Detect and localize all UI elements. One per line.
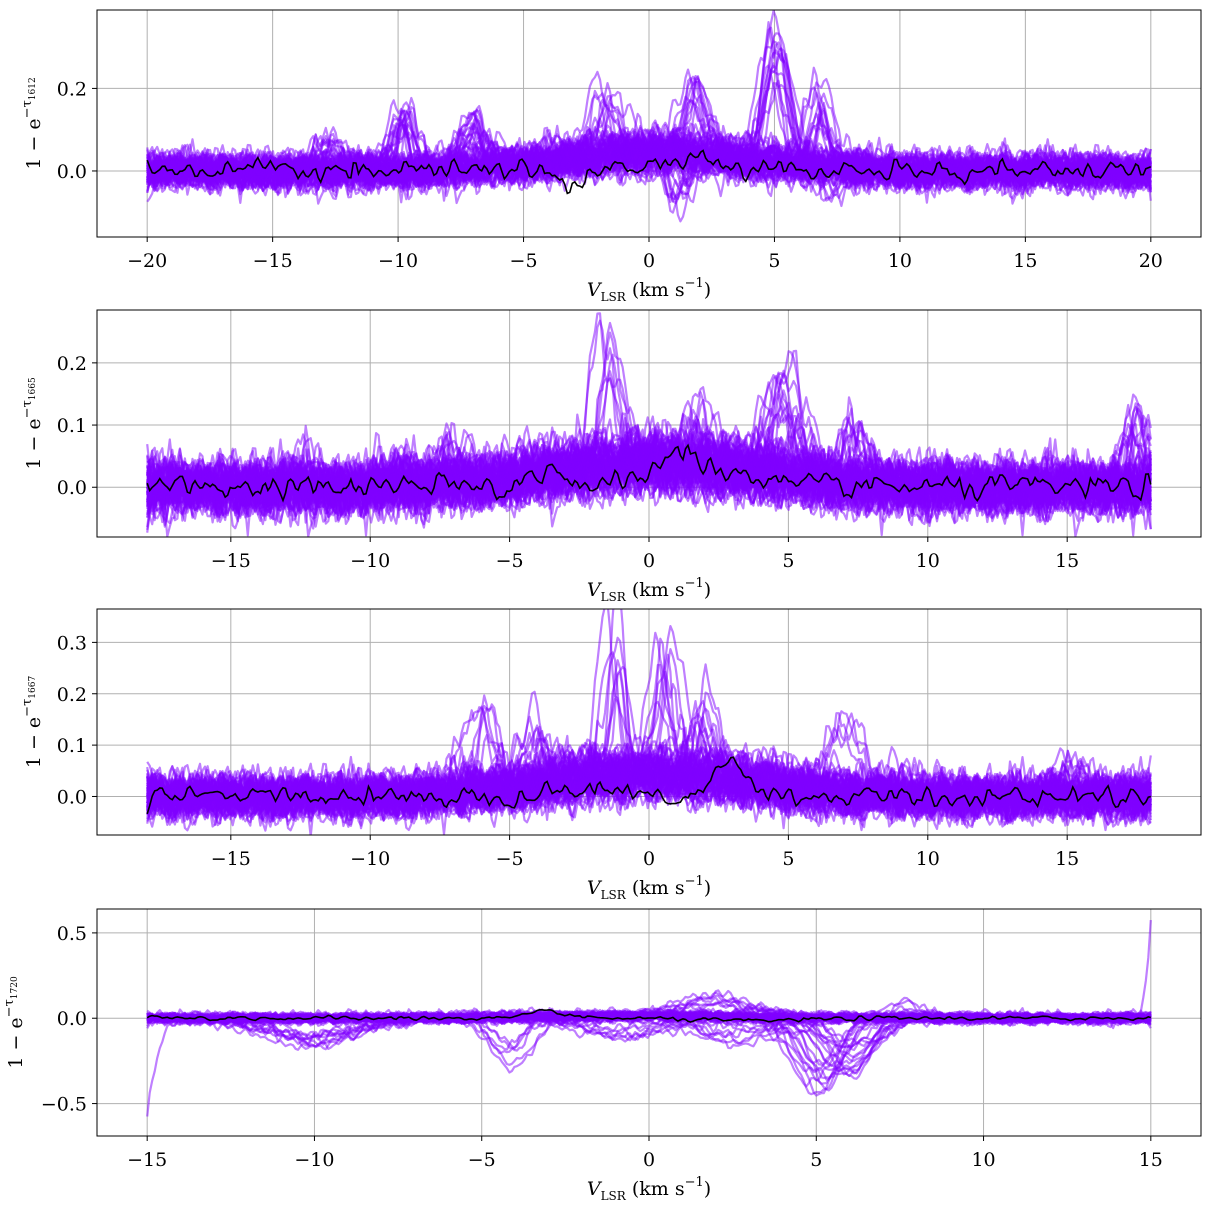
- y-tick-label: 0.1: [57, 735, 87, 757]
- y-tick-label: 0.5: [57, 923, 87, 945]
- x-tick-label: −5: [496, 848, 524, 870]
- x-axis: −20 −15 −10 −5 0 5 10 15 20: [127, 237, 1163, 272]
- grid: [97, 10, 1201, 237]
- x-tick-label: 10: [971, 1149, 995, 1171]
- sample-series-line: [146, 70, 1152, 197]
- y-tick-label: 0.0: [57, 477, 87, 499]
- x-tick-label: −10: [294, 1149, 334, 1171]
- x-axis-label: VLSR (km s−1): [587, 276, 711, 304]
- y-axis-label: 1 − e−τ1667: [20, 676, 45, 769]
- y-tick-label: 0.2: [57, 684, 87, 706]
- y-axis: 0.0 0.2: [57, 78, 97, 183]
- x-tick-label: 15: [1013, 250, 1037, 272]
- x-axis: −15 −10 −5 0 5 10 15: [211, 835, 1079, 870]
- x-tick-label: −15: [211, 848, 251, 870]
- sample-series-line: [146, 94, 1152, 195]
- x-axis-label: VLSR (km s−1): [587, 1175, 711, 1203]
- sample-series-line: [146, 376, 1152, 522]
- x-tick-label: 0: [643, 848, 655, 870]
- x-tick-label: 0: [643, 550, 655, 572]
- x-tick-label: 0: [643, 250, 655, 272]
- x-tick-label: −10: [378, 250, 418, 272]
- y-tick-label: 0.0: [57, 1008, 87, 1030]
- y-tick-label: 0.1: [57, 415, 87, 437]
- x-axis: −15 −10 −5 0 5 10 15: [211, 537, 1079, 572]
- sample-series-line: [146, 1007, 1152, 1085]
- x-tick-label: 20: [1139, 250, 1163, 272]
- panel-3: −15 −10 −5 0 5 10 15 0.0 0.1 0.2 0.3 VLSR (km s−1) 1…: [20, 608, 1202, 902]
- y-axis: 0.0 0.1 0.2: [57, 353, 97, 499]
- y-tick-label: 0.0: [57, 786, 87, 808]
- x-tick-label: 15: [1055, 848, 1079, 870]
- y-tick-label: 0.2: [57, 353, 87, 375]
- x-tick-label: −5: [510, 250, 538, 272]
- y-axis: −0.5 0.0 0.5: [41, 923, 97, 1116]
- x-tick-label: 5: [810, 1149, 822, 1171]
- x-tick-label: −20: [127, 250, 167, 272]
- x-tick-label: −10: [350, 550, 390, 572]
- data-spectrum-line: [146, 756, 1152, 815]
- x-axis-label: VLSR (km s−1): [587, 576, 711, 604]
- x-tick-label: −15: [127, 1149, 167, 1171]
- x-axis: −15 −10 −5 0 5 10 15: [127, 1136, 1163, 1171]
- y-tick-label: 0.2: [57, 78, 87, 100]
- y-axis-label: 1 − e−τ1720: [2, 976, 27, 1069]
- panel-4: −15 −10 −5 0 5 10 15 −0.5 0.0 0.5 VLSR (km s−1) 1 −…: [2, 908, 1202, 1203]
- sample-series-line: [146, 761, 1152, 826]
- y-tick-label: 0.0: [57, 161, 87, 183]
- posterior-samples: [146, 312, 1152, 537]
- x-tick-label: −5: [496, 550, 524, 572]
- x-tick-label: −10: [350, 848, 390, 870]
- panel-2: −15 −10 −5 0 5 10 15 0.0 0.1 0.2 VLSR (km s−1) 1 − …: [20, 309, 1202, 604]
- x-axis-label: VLSR (km s−1): [587, 874, 711, 902]
- x-tick-label: 15: [1139, 1149, 1163, 1171]
- x-tick-label: 10: [916, 550, 940, 572]
- sample-series-line: [146, 101, 1152, 198]
- y-axis-label: 1 − e−τ1612: [20, 77, 45, 169]
- x-tick-label: 10: [916, 848, 940, 870]
- x-tick-label: −5: [468, 1149, 496, 1171]
- x-tick-label: 15: [1055, 550, 1079, 572]
- y-axis-label: 1 − e−τ1665: [20, 377, 45, 470]
- x-tick-label: −15: [253, 250, 293, 272]
- panel-1: −20 −15 −10 −5 0 5 10 15 20 0.0 0.2 VLSR (km s−1) 1 …: [20, 9, 1202, 304]
- x-tick-label: 5: [782, 550, 794, 572]
- x-tick-label: 5: [768, 250, 780, 272]
- data-spectrum-line: [146, 1008, 1151, 1023]
- x-tick-label: 0: [643, 1149, 655, 1171]
- data-spectrum-line: [146, 149, 1152, 195]
- y-tick-label: −0.5: [41, 1094, 87, 1116]
- x-tick-label: −15: [211, 550, 251, 572]
- data-spectrum-line: [146, 443, 1152, 503]
- y-tick-label: 0.3: [57, 632, 87, 654]
- x-tick-label: 10: [888, 250, 912, 272]
- x-tick-label: 5: [782, 848, 794, 870]
- y-axis: 0.0 0.1 0.2 0.3: [57, 632, 97, 808]
- sample-series-line: [146, 96, 1152, 193]
